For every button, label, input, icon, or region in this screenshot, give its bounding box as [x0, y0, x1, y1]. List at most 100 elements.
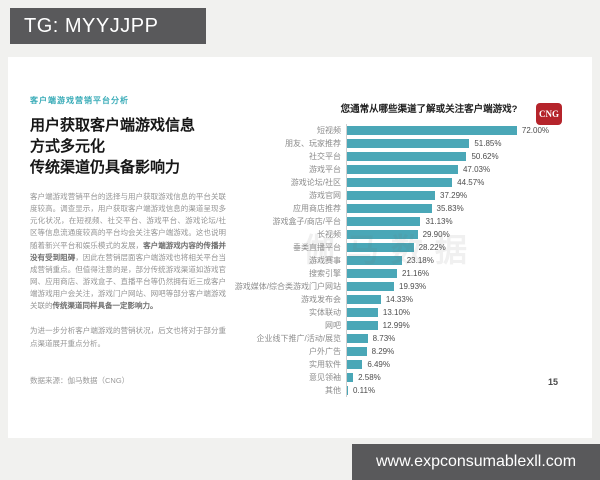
chart-category-label-text: 朋友、玩家推荐: [285, 139, 341, 148]
chart-category-label-text: 其他: [325, 386, 341, 395]
chart-rows: 短视频 72.00% 朋友、玩家推荐 51.85% 社交平台 50.62% 游戏平台 47.0…: [234, 124, 590, 397]
chart-bar: [347, 230, 418, 239]
chart-row: 长视频 29.90%: [238, 228, 590, 241]
chart-row: 社交平台 50.62%: [238, 150, 590, 163]
chart-bar: [347, 178, 453, 187]
chart-bar: [347, 165, 458, 174]
chart-bar: [347, 126, 517, 135]
chart-value-label: 37.29%: [440, 191, 468, 200]
chart-value-label: 12.99%: [382, 321, 410, 330]
chart-bar-area: 37.29%: [346, 189, 590, 202]
chart-bar-area: 23.18%: [346, 254, 590, 267]
chart-category-label: 垂类直播平台: [238, 242, 346, 253]
chart-bar: [347, 269, 397, 278]
chart-bar-area: 35.83%: [346, 202, 590, 215]
chart-value-label: 35.83%: [436, 204, 464, 213]
chart-category-label-text: 应用商店推荐: [293, 204, 341, 213]
chart-category-label-text: 游戏平台: [309, 165, 341, 174]
chart-bar: [347, 204, 432, 213]
chart-bar-area: 29.90%: [346, 228, 590, 241]
chart-category-label-text: 游戏发布会: [301, 295, 341, 304]
chart-category-label-text: 户外广告: [309, 347, 341, 356]
chart-bar: [347, 282, 395, 291]
bold-text-run: 传统渠道同样具备一定影响力。: [52, 301, 158, 311]
bold-text-run: 客户端游戏内容的传播并没有受到阻碍: [30, 240, 227, 262]
chart-bar: [347, 191, 435, 200]
chart-title: 您通常从哪些渠道了解或关注客户端游戏?: [340, 104, 518, 115]
chart-category-label: 搜索引擎: [238, 268, 346, 279]
chart-value-label: 28.22%: [418, 243, 446, 252]
chart-bar-area: 6.49%: [346, 358, 590, 371]
chart-row: 企业线下推广/活动/展览 8.73%: [238, 332, 590, 345]
chart-category-label: 网吧: [238, 320, 346, 331]
chart-bar-area: 28.22%: [346, 241, 590, 254]
slide-title-line-3: 传统渠道仍具备影响力: [30, 159, 181, 176]
chart-value-label: 8.29%: [371, 347, 395, 356]
chart-category-label: 长视频: [238, 229, 346, 240]
chart-category-label: 短视频: [238, 125, 346, 136]
page-number: 15: [548, 377, 559, 387]
chart-category-label-text: 实体联动: [309, 308, 341, 317]
chart-value-label: 50.62%: [471, 152, 499, 161]
telegram-tag-text: TG: MYYJJPP: [24, 15, 159, 37]
telegram-tag: TG: MYYJJPP: [10, 8, 206, 44]
chart-value-label: 19.93%: [399, 282, 427, 291]
chart-row: 其他 0.11%: [238, 384, 590, 397]
chart-category-label: 游戏赛事: [238, 255, 346, 266]
chart-category-label-text: 网吧: [325, 321, 341, 330]
chart-bar-area: 13.10%: [346, 306, 590, 319]
chart-row: 游戏平台 47.03%: [238, 163, 590, 176]
chart-value-label: 0.11%: [353, 386, 376, 395]
chart-category-label: 游戏盒子/商店/平台: [238, 216, 346, 227]
chart-category-label: 游戏论坛/社区: [238, 177, 346, 188]
chart-value-label: 72.00%: [521, 126, 550, 135]
chart-bar-area: 44.57%: [346, 176, 590, 189]
chart-bar-area: 51.85%: [346, 137, 590, 150]
body-paragraph-2: 为进一步分析客户端游戏的营销状况，后文也将对于部分重点渠道展开重点分析。: [30, 326, 226, 348]
chart-value-label: 44.57%: [457, 178, 485, 187]
chart-category-label-text: 游戏盒子/商店/平台: [272, 217, 341, 226]
left-column: 客户端游戏营销平台分析 用户获取客户端游戏信息 方式多元化 传统渠道仍具备影响力…: [30, 95, 226, 350]
chart-row: 网吧 12.99%: [238, 319, 590, 332]
chart-value-label: 8.73%: [372, 334, 396, 343]
chart-category-label-text: 游戏赛事: [309, 256, 341, 265]
chart-bar-area: 8.29%: [346, 345, 590, 358]
chart-category-label: 户外广告: [238, 346, 346, 357]
chart-bar-area: 47.03%: [346, 163, 590, 176]
chart-category-label-text: 意见领袖: [309, 373, 341, 382]
chart-bar-area: 2.58%: [346, 371, 590, 384]
chart-category-label: 游戏官网: [238, 190, 346, 201]
chart-bar: [347, 308, 378, 317]
chart-bar: [347, 139, 470, 148]
chart-bar: [347, 373, 354, 382]
chart-bar-area: 31.13%: [346, 215, 590, 228]
chart-bar: [347, 295, 381, 304]
chart-category-label: 游戏平台: [238, 164, 346, 175]
chart-row: 游戏盒子/商店/平台 31.13%: [238, 215, 590, 228]
chart-category-label: 其他: [238, 385, 346, 396]
chart-value-label: 13.10%: [382, 308, 411, 317]
chart-category-label-text: 短视频: [317, 126, 341, 135]
chart-bar: [347, 321, 378, 330]
chart-row: 游戏官网 37.29%: [238, 189, 590, 202]
chart-bar-area: 21.16%: [346, 267, 590, 280]
chart-category-label: 社交平台: [238, 151, 346, 162]
slide-title: 用户获取客户端游戏信息 方式多元化 传统渠道仍具备影响力: [30, 115, 226, 178]
chart-bar-area: 72.00%: [346, 124, 590, 137]
slide-title-line-2: 方式多元化: [30, 138, 106, 155]
bar-chart: 您通常从哪些渠道了解或关注客户端游戏? 短视频 72.00% 朋友、玩家推荐 51.8…: [234, 101, 590, 397]
chart-category-label-text: 长视频: [317, 230, 341, 239]
chart-bar: [347, 243, 414, 252]
chart-category-label: 游戏媒体/综合类游戏门户网站: [234, 281, 346, 292]
chart-bar: [347, 360, 363, 369]
text-run: 客户端游戏营销平台的选择与用户获取游戏信息的平台关联度较高。调查显示，用户获取客…: [30, 192, 226, 250]
chart-category-label-text: 游戏媒体/综合类游戏门户网站: [234, 282, 341, 291]
chart-value-label: 31.13%: [425, 217, 453, 226]
chart-bar-area: 19.93%: [346, 280, 590, 293]
chart-value-label: 51.85%: [474, 139, 502, 148]
data-source-note: 数据来源：伽马数据（CNG）: [30, 376, 130, 385]
body-paragraph-1: 客户端游戏营销平台的选择与用户获取游戏信息的平台关联度较高。调查显示，用户获取客…: [30, 191, 226, 312]
chart-value-label: 6.49%: [367, 360, 390, 369]
chart-value-label: 21.16%: [401, 269, 430, 278]
chart-row: 垂类直播平台 28.22%: [238, 241, 590, 254]
